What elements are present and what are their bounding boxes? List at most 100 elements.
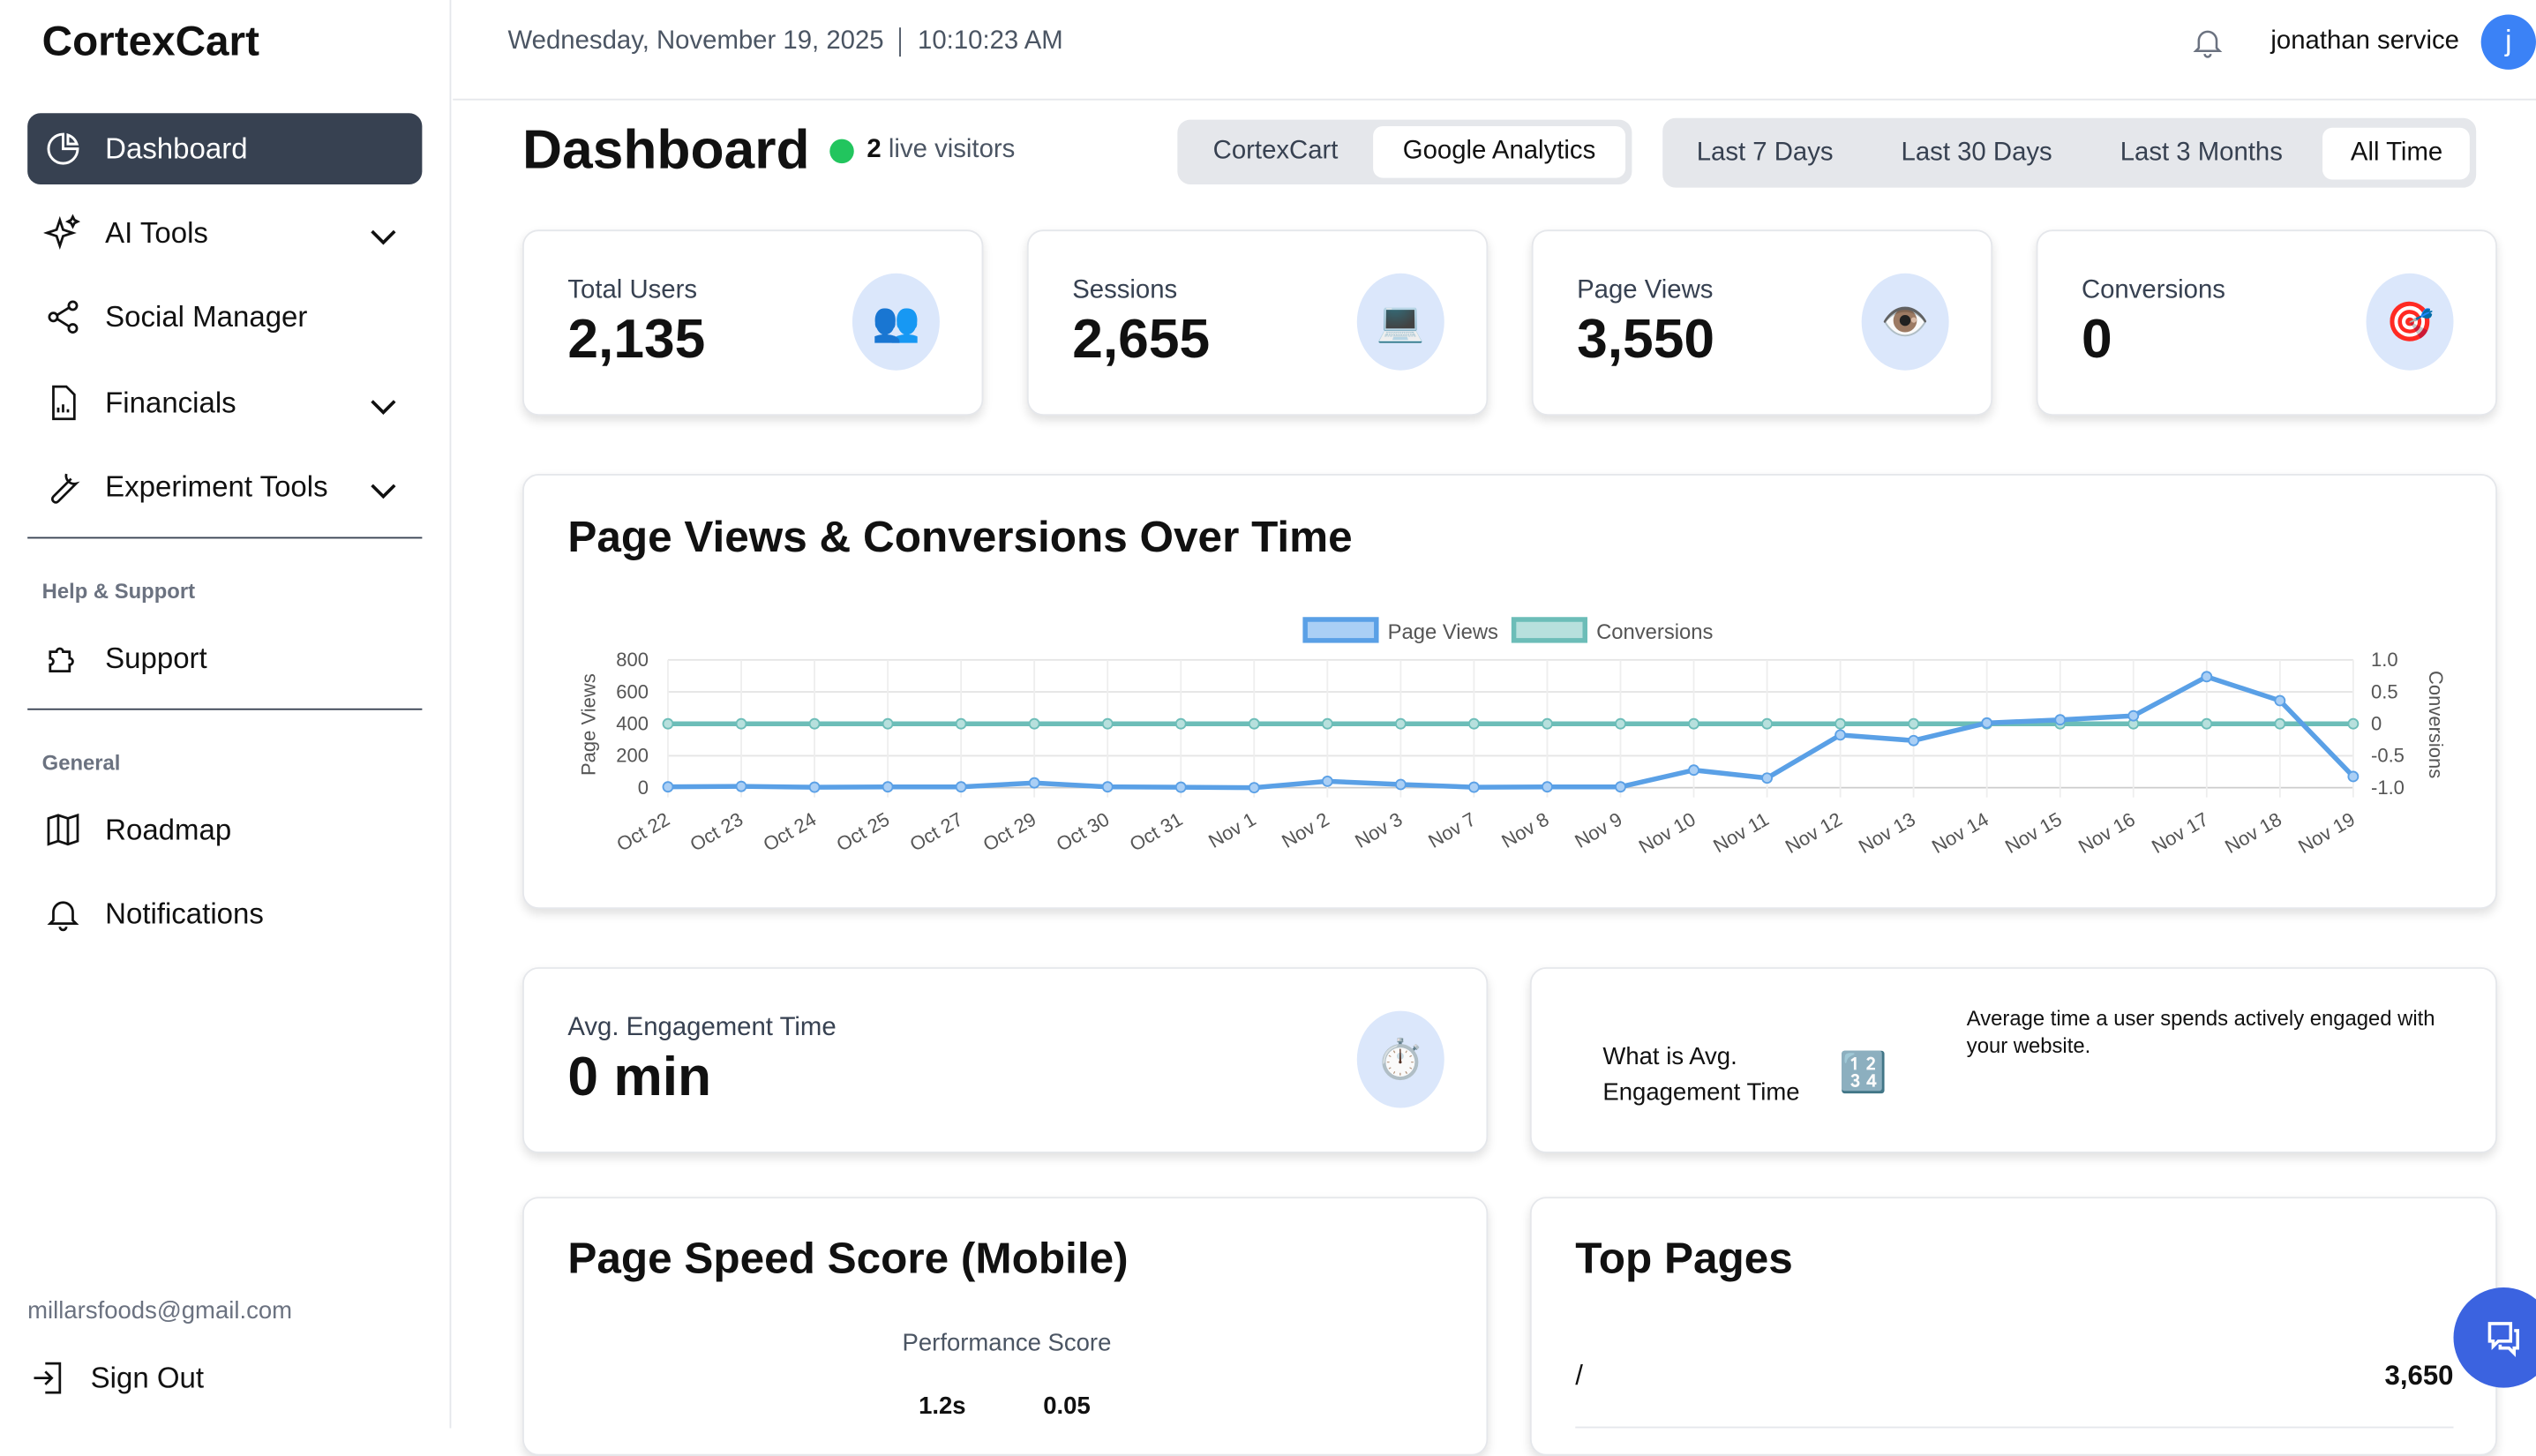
line-chart: 0 200 400 600 800 -1.0 -0.5 0 0.5 1.0 Oct 22 Oct 23… [578,617,2447,858]
users-icon: 👥 [852,273,940,371]
stat-label: Avg. Engagement Time [567,1014,837,1042]
y2-tick-label: -1.0 [2371,777,2405,799]
x-tick-label: Nov 15 [2001,808,2066,858]
data-point [1174,781,1187,793]
stat-value: 0 [2081,309,2112,371]
data-point [1688,717,1699,730]
engagement-card: Avg. Engagement Time 0 min ⏱️ [522,967,1489,1153]
stat-value: 2,135 [567,309,706,371]
document-chart-icon [52,385,76,421]
data-point [1174,717,1187,730]
range-toggle: Last 7 Days Last 30 Days Last 3 Months A… [1662,117,2477,188]
table-row[interactable]: / 3,650 [1575,1360,2454,1429]
data-point [662,717,674,730]
y2-tick-label: -0.5 [2371,745,2405,767]
legend-swatch [1302,617,1379,643]
x-tick-label: Oct 25 [833,808,894,856]
live-count: 2 [867,135,882,164]
source-toggle: CortexCart Google Analytics [1177,119,1632,184]
sign-out-icon [34,1362,62,1394]
x-tick-label: Nov 2 [1278,808,1332,852]
data-point [1394,778,1407,791]
sparkles-icon [43,214,81,250]
x-tick-label: Oct 30 [1053,808,1114,856]
current-time: 10:10:23 AM [918,27,1063,56]
stopwatch-icon: ⏱️ [1356,1010,1444,1108]
y2-axis-label: Conversions [2425,671,2447,778]
data-point [808,717,821,730]
x-tick-label: Oct 27 [906,808,967,856]
sidebar-item-support[interactable]: Support [27,623,422,694]
chevron-down-icon [371,484,396,499]
x-tick-label: Nov 16 [2075,808,2139,858]
user-email: millarsfoods@gmail.com [27,1296,293,1325]
x-tick-label: Nov 1 [1204,808,1259,852]
data-point [735,780,747,792]
page-speed-title: Page Speed Score (Mobile) [567,1234,1129,1283]
data-point [1981,717,1993,729]
bell-icon [47,901,79,932]
sidebar: CortexCart Dashboard AI Tools Social Man… [0,0,452,1429]
divider [27,708,423,710]
range-last-7-days[interactable]: Last 7 Days [1696,138,1834,166]
data-point [1834,729,1847,741]
avatar[interactable]: j [2480,14,2536,70]
sidebar-item-roadmap[interactable]: Roadmap [27,794,422,866]
sidebar-item-label: Financials [105,386,236,418]
data-point [735,717,747,730]
numbers-icon: 🔢 [1839,1051,1887,1095]
data-point [1028,777,1040,789]
y-axis-label: Page Views [578,673,600,776]
series-line-page-views [667,673,2355,791]
data-point [808,781,821,793]
stat-value: 0 min [567,1046,712,1108]
sign-out-label: Sign Out [90,1361,205,1394]
sidebar-item-dashboard[interactable]: Dashboard [27,113,423,184]
range-last-3-months[interactable]: Last 3 Months [2120,138,2283,166]
sidebar-item-label: AI Tools [105,215,208,249]
info-title: What is Avg. Engagement Time [1602,1043,1800,1107]
sidebar-item-ai-tools[interactable]: AI Tools [27,198,422,269]
x-tick-label: Nov 7 [1424,808,1479,852]
x-tick-label: Oct 23 [687,808,747,856]
x-tick-label: Nov 13 [1855,808,1919,858]
x-tick-label: Nov 8 [1497,808,1552,852]
data-point [1761,717,1773,730]
sidebar-item-financials[interactable]: Financials [27,367,422,439]
data-point [2201,671,2213,683]
bell-icon[interactable] [2190,23,2225,62]
x-tick-label: Oct 29 [979,808,1040,856]
range-all-time[interactable]: All Time [2322,126,2471,179]
x-tick-label: Oct 31 [1126,808,1187,856]
x-tick-label: Nov 19 [2294,808,2359,858]
range-last-30-days[interactable]: Last 30 Days [1901,138,2052,166]
data-point [1101,717,1114,730]
data-point [1834,717,1847,730]
data-point [1321,775,1333,787]
sign-out-button[interactable]: Sign Out [13,1342,408,1414]
divider [27,537,423,539]
data-point [2201,717,2213,730]
tab-cortexcart[interactable]: CortexCart [1212,137,1339,165]
chat-button[interactable] [2453,1287,2536,1388]
sidebar-item-experiment-tools[interactable]: Experiment Tools [27,451,422,522]
x-tick-label: Nov 18 [2221,808,2285,858]
legend-label: Page Views [1388,620,1498,644]
data-point [955,717,967,730]
user-name[interactable]: jonathan service [2270,27,2459,56]
chat-icon [2487,1322,2520,1357]
laptop-icon: 💻 [1356,273,1444,371]
data-point [1321,717,1333,730]
sidebar-item-social-manager[interactable]: Social Manager [27,281,422,353]
data-point [2347,717,2360,730]
stat-card-page-views: Page Views 3,550 👁️ [1531,229,1993,417]
x-tick-label: Nov 11 [1709,808,1772,858]
data-point [2347,770,2360,783]
sidebar-item-notifications[interactable]: Notifications [27,878,422,949]
tab-google-analytics[interactable]: Google Analytics [1373,125,1625,178]
data-point [1542,781,1553,793]
data-point [882,781,894,793]
sidebar-item-label: Notifications [105,897,264,930]
share-icon [48,300,79,334]
performance-score-label: Performance Score [902,1329,1112,1357]
